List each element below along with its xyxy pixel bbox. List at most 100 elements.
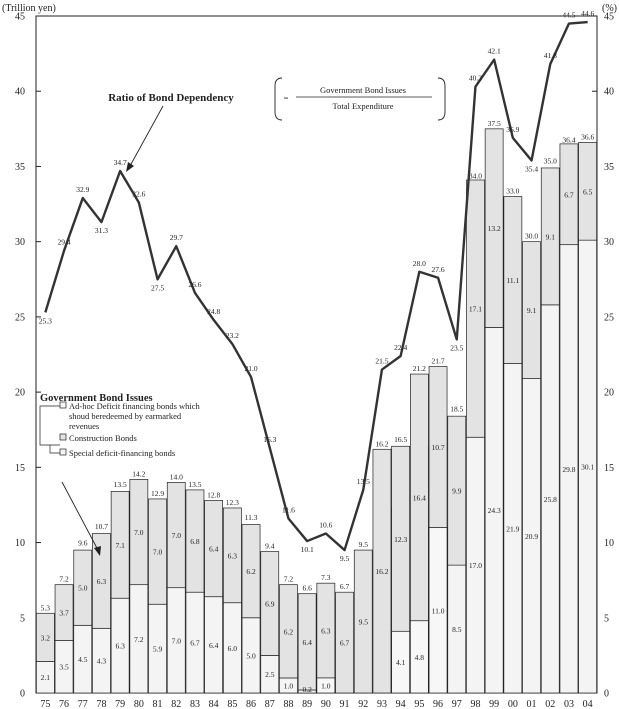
x-tick-label: 01 <box>527 699 537 709</box>
ratio-value-label: 31.3 <box>95 226 108 235</box>
bar-construction <box>466 179 485 438</box>
ratio-value-label: 21.5 <box>375 357 388 366</box>
ratio-value-label: 16.3 <box>263 435 276 444</box>
x-tick-label: 04 <box>583 699 593 709</box>
adhoc-value-label: 4.1 <box>396 658 406 667</box>
right-tick-label: 25 <box>604 312 614 323</box>
x-tick-label: 82 <box>171 699 181 709</box>
ratio-value-label: 29.4 <box>57 238 70 247</box>
special-value-label: 29.8 <box>562 465 575 474</box>
bar-construction <box>447 415 467 566</box>
bar-total-label: 14.2 <box>132 469 145 478</box>
ratio-value-label: 23.5 <box>450 343 463 352</box>
x-tick-label: 76 <box>59 699 69 709</box>
bar-total-label: 10.7 <box>95 522 108 531</box>
ratio-value-label: 34.7 <box>114 158 127 167</box>
x-tick-label: 85 <box>227 699 237 709</box>
formula-equals: = <box>284 93 289 103</box>
ratio-value-label: 23.2 <box>226 331 239 340</box>
special-value-label: 17.0 <box>469 561 482 570</box>
construction-value-label: 16.2 <box>375 567 388 576</box>
x-tick-label: 93 <box>377 699 387 709</box>
bar-construction <box>73 549 93 626</box>
left-tick-label: 35 <box>15 162 25 173</box>
right-axis-unit: (%) <box>602 3 617 14</box>
x-tick-label: 83 <box>190 699 200 709</box>
bar-total-label: 9.5 <box>359 540 369 549</box>
bar-total-label: 6.7 <box>340 582 350 591</box>
x-tick-label: 96 <box>433 699 443 709</box>
ratio-value-label: 10.1 <box>301 545 314 554</box>
special-value-label: 6.0 <box>228 644 238 653</box>
left-tick-label: 45 <box>15 12 25 23</box>
ratio-value-label: 28.0 <box>413 259 426 268</box>
bar-total-label: 7.2 <box>59 575 69 584</box>
left-tick-label: 15 <box>15 463 25 474</box>
x-tick-label: 84 <box>209 699 219 709</box>
legend-swatch <box>59 401 67 409</box>
legend-item-label: Ad-hoc Deficit financing bonds which <box>69 401 201 411</box>
x-tick-label: 86 <box>246 699 256 709</box>
x-tick-label: 92 <box>358 699 368 709</box>
construction-value-label: 9.5 <box>359 618 369 627</box>
bar-total-label: 16.2 <box>375 439 388 448</box>
legend-arrowhead <box>94 546 101 556</box>
bar-total-label: 30.0 <box>525 232 538 241</box>
left-tick-label: 10 <box>15 538 25 549</box>
construction-value-label: 7.0 <box>134 528 144 537</box>
bar-construction <box>335 591 354 694</box>
bar-total-label: 21.7 <box>431 357 444 366</box>
construction-value-label: 6.7 <box>340 639 350 648</box>
ratio-value-label: 35.4 <box>525 164 538 173</box>
x-tick-label: 77 <box>78 699 88 709</box>
bar-total-label: 36.4 <box>562 135 575 144</box>
right-tick-label: 45 <box>604 12 614 23</box>
bar-total-label: 36.6 <box>581 132 594 141</box>
x-tick-label: 87 <box>265 699 275 709</box>
right-tick-label: 10 <box>604 538 614 549</box>
construction-value-label: 6.2 <box>284 627 294 636</box>
bar-total-label: 33.0 <box>506 187 519 196</box>
formula-left-paren <box>274 77 283 121</box>
ratio-value-label: 21.0 <box>244 364 257 373</box>
legend-bracket <box>49 445 60 454</box>
left-tick-label: 0 <box>20 689 25 700</box>
formula-numerator: Government Bond Issues <box>320 85 406 95</box>
construction-value-label: 10.7 <box>431 443 444 452</box>
bar-construction <box>372 448 392 694</box>
special-value-label: 8.5 <box>452 625 462 634</box>
right-tick-label: 30 <box>604 237 614 248</box>
bar-total-label: 14.0 <box>170 472 183 481</box>
special-value-label: 2.5 <box>265 670 275 679</box>
ratio-value-label: 42.1 <box>488 47 501 56</box>
construction-value-label: 6.9 <box>265 599 275 608</box>
ratio-series-title: Ratio of Bond Dependency <box>108 92 234 104</box>
x-tick-label: 02 <box>545 699 555 709</box>
bar-construction <box>503 196 523 364</box>
bar-total-label: 35.0 <box>544 156 557 165</box>
ratio-value-label: 29.7 <box>170 233 183 242</box>
special-value-label: 24.3 <box>488 506 501 515</box>
ratio-value-label: 36.9 <box>506 125 519 134</box>
legend-swatch <box>59 433 67 441</box>
x-tick-label: 99 <box>489 699 499 709</box>
bar-adhoc-deficit <box>410 620 429 694</box>
construction-value-label: 9.1 <box>527 306 537 315</box>
construction-value-label: 6.7 <box>564 190 574 199</box>
x-tick-label: 90 <box>321 699 331 709</box>
bar-construction <box>92 533 111 629</box>
bar-adhoc-deficit <box>391 630 410 694</box>
bar-construction <box>484 128 504 328</box>
ratio-value-label: 10.6 <box>319 521 332 530</box>
bar-total-label: 12.9 <box>151 489 164 498</box>
bar-construction <box>54 584 74 641</box>
ratio-value-label: 22.4 <box>394 343 407 352</box>
x-tick-label: 75 <box>40 699 50 709</box>
bar-construction <box>35 612 55 662</box>
ratio-title-arrow <box>129 105 164 167</box>
bar-construction <box>204 500 223 598</box>
special-value-label: 7.2 <box>134 635 144 644</box>
x-tick-label: 03 <box>564 699 574 709</box>
construction-value-label: 7.0 <box>172 531 182 540</box>
adhoc-value-label: 4.8 <box>415 653 425 662</box>
